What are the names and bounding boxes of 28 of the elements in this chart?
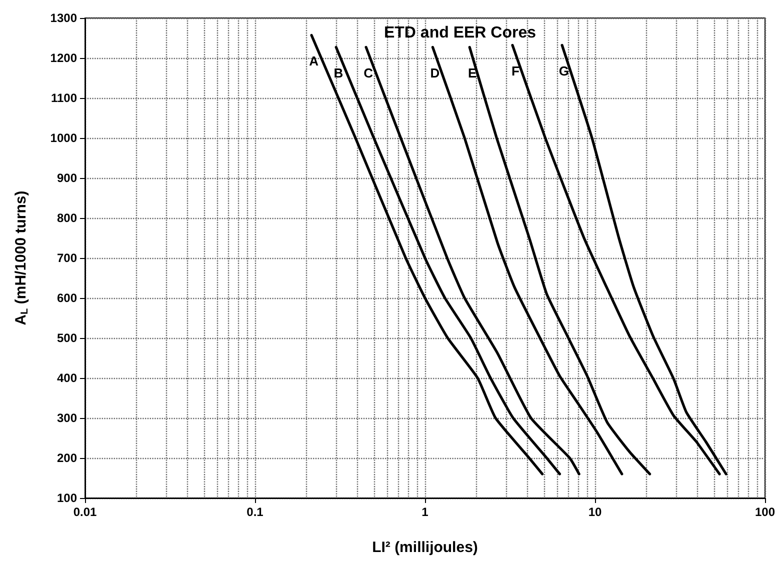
x-tick-label: 1 <box>422 505 429 519</box>
y-tick-label: 400 <box>56 371 78 385</box>
y-tick-label: 1100 <box>50 91 78 105</box>
y-tick-label: 200 <box>56 451 78 465</box>
y-tick-label: 1200 <box>50 51 78 65</box>
series-label: G <box>558 64 570 79</box>
series-label: B <box>334 66 344 81</box>
y-tick-label: 600 <box>56 291 78 305</box>
series-label: F <box>512 64 520 79</box>
x-tick-label: 0.01 <box>73 505 97 519</box>
y-tick-label: 1000 <box>50 131 78 145</box>
x-tick-label: 0.1 <box>246 505 264 519</box>
series-label: C <box>364 66 374 81</box>
x-axis-title: LI² (millijoules) <box>372 539 478 556</box>
y-tick-label: 500 <box>56 331 78 345</box>
y-axis-title: AL (mH/1000 turns) <box>12 190 30 326</box>
y-tick-label: 900 <box>56 171 78 185</box>
series-label: E <box>468 66 477 81</box>
chart-title: ETD and EER Cores <box>384 24 536 42</box>
y-tick-label: 700 <box>56 251 78 265</box>
y-tick-label: 1300 <box>50 11 78 25</box>
series-label: A <box>309 54 320 69</box>
y-tick-label: 800 <box>56 211 78 225</box>
y-tick-label: 300 <box>56 411 78 425</box>
series-label: D <box>430 66 440 81</box>
y-tick-label: 100 <box>56 491 78 505</box>
x-tick-label: 100 <box>754 505 776 519</box>
x-tick-label: 10 <box>588 505 602 519</box>
